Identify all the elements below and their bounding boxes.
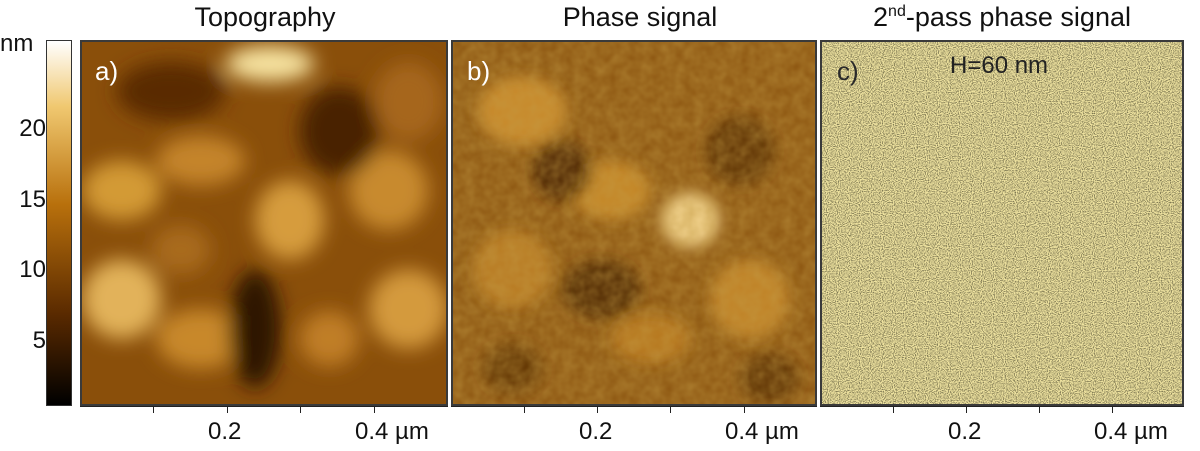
x-tick [966, 406, 967, 413]
x-axis-a [80, 406, 448, 407]
x-tick [670, 406, 671, 413]
colorbar-tick-5: 5 [32, 327, 46, 354]
height-annotation: H=60 nm [950, 52, 1049, 79]
x-tick [227, 406, 228, 413]
panel-a-title: Topography [194, 2, 336, 32]
x-axis-b [451, 406, 817, 407]
colorbar-tick-10: 10 [19, 256, 46, 283]
colorbar-tick-20: 20 [19, 115, 46, 142]
x-tick-label-c-0.2: 0.2 [948, 418, 982, 445]
x-tick [374, 406, 375, 413]
x-tick [153, 406, 154, 413]
x-tick [524, 406, 525, 413]
topography-image [80, 40, 448, 406]
x-tick [744, 406, 745, 413]
panel-b-title: Phase signal [562, 2, 718, 32]
colorbar-tick-15: 15 [19, 186, 46, 213]
x-tick [597, 406, 598, 413]
x-tick-label-b-0.4: 0.4 µm [725, 418, 799, 445]
x-tick [1039, 406, 1040, 413]
panel-c-label: c) [837, 56, 859, 86]
x-tick [300, 406, 301, 413]
colorbar [46, 40, 72, 406]
x-tick-label-a-0.2: 0.2 [208, 418, 242, 445]
x-tick [1112, 406, 1113, 413]
x-tick-label-b-0.2: 0.2 [579, 418, 613, 445]
x-axis-c [820, 406, 1184, 407]
x-tick [893, 406, 894, 413]
x-tick-label-c-0.4: 0.4 µm [1094, 418, 1168, 445]
colorbar-unit: nm [0, 30, 34, 57]
second-pass-phase-image [820, 40, 1184, 406]
panel-c-title: 2nd-pass phase signal [873, 2, 1131, 32]
panel-a-label: a) [95, 56, 119, 86]
phase-image [451, 40, 817, 406]
x-tick-label-a-0.4: 0.4 µm [355, 418, 429, 445]
panel-b-label: b) [467, 56, 491, 86]
